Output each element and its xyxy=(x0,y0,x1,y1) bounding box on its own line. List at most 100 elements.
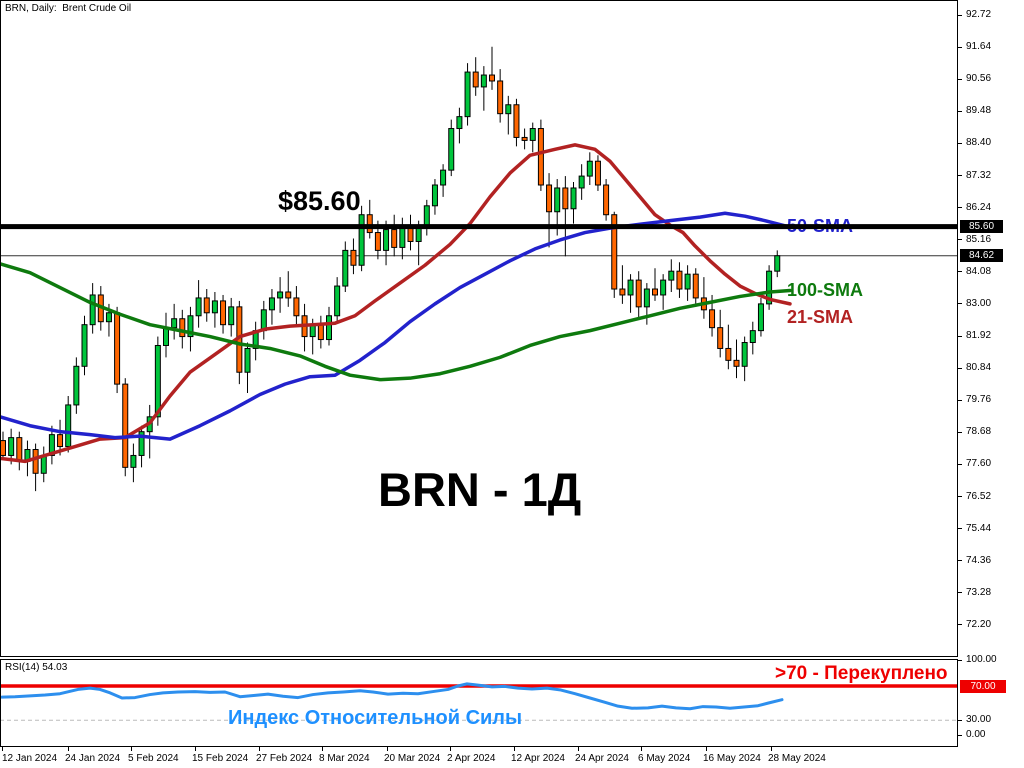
bull-candle xyxy=(480,74,487,88)
time-tick-mark xyxy=(68,747,69,751)
bull-candle xyxy=(423,205,430,228)
bear-candle xyxy=(391,229,398,248)
bull-candle xyxy=(358,214,365,266)
resistance-price-label: $85.60 xyxy=(278,186,361,216)
bull-candle xyxy=(8,437,15,456)
bear-candle xyxy=(350,249,357,266)
bear-candle xyxy=(603,184,610,216)
price-tick-label: 76.52 xyxy=(966,490,992,502)
bull-candle xyxy=(163,327,169,346)
bear-candle xyxy=(220,300,227,326)
price-tick-mark xyxy=(957,528,962,530)
price-tick-label: 89.48 xyxy=(966,105,992,117)
bull-candle xyxy=(228,306,235,326)
bull-candle xyxy=(268,297,275,311)
price-badge: 84.62 xyxy=(960,249,1003,263)
bull-candle xyxy=(668,270,675,281)
bull-candle xyxy=(757,303,764,332)
bull-candle xyxy=(774,255,781,272)
bear-candle xyxy=(489,74,495,82)
time-tick-mark xyxy=(322,747,323,751)
price-tick-mark xyxy=(957,560,962,562)
price-tick-mark xyxy=(957,399,962,401)
price-tick-mark xyxy=(957,78,962,80)
price-tick-label: 83.00 xyxy=(966,297,992,309)
time-tick-label: 28 May 2024 xyxy=(768,753,826,764)
bear-candle xyxy=(293,297,300,317)
price-tick-mark xyxy=(957,463,962,465)
price-tick-mark xyxy=(957,431,962,433)
bear-candle xyxy=(366,214,373,234)
time-tick-label: 6 May 2024 xyxy=(638,753,691,764)
moving-averages xyxy=(0,143,792,464)
bull-candle xyxy=(130,454,137,468)
price-tick-mark xyxy=(957,14,962,16)
price-tick-mark xyxy=(957,110,962,112)
rsi-tick-mark xyxy=(957,719,962,721)
time-tick-mark xyxy=(771,747,772,751)
bear-candle xyxy=(317,324,324,341)
bear-candle xyxy=(521,136,528,141)
bull-candle xyxy=(187,315,194,338)
bear-candle xyxy=(635,279,642,308)
bull-candle xyxy=(448,128,455,171)
sma21-label: 21-SMA xyxy=(787,307,854,327)
bull-candle xyxy=(529,128,536,141)
bear-candle xyxy=(32,449,39,474)
bear-candle xyxy=(594,160,601,186)
rsi-tick-mark xyxy=(957,734,962,736)
price-tick-label: 78.68 xyxy=(966,426,992,438)
bear-candle xyxy=(733,359,740,367)
bear-candle xyxy=(652,288,658,296)
bear-candle xyxy=(611,214,618,290)
bear-candle xyxy=(114,312,121,385)
price-tick-mark xyxy=(957,367,962,369)
price-tick-label: 74.36 xyxy=(966,554,992,566)
bull-candle xyxy=(171,318,178,329)
bull-candle xyxy=(89,294,96,326)
price-tick-label: 73.28 xyxy=(966,586,992,598)
sma100-line xyxy=(0,262,792,382)
time-tick-label: 12 Apr 2024 xyxy=(511,753,565,764)
bull-candle xyxy=(65,404,72,448)
bull-candle xyxy=(244,347,251,373)
price-badge: 85.60 xyxy=(960,220,1003,234)
rsi-indicator-chart[interactable] xyxy=(0,659,958,747)
bull-candle xyxy=(749,330,756,344)
bull-candle xyxy=(154,344,161,418)
time-tick-mark xyxy=(131,747,132,751)
time-tick-label: 12 Jan 2024 xyxy=(2,753,58,764)
bull-candle xyxy=(554,187,561,213)
bear-candle xyxy=(497,80,504,115)
bear-candle xyxy=(472,71,479,88)
main-price-chart[interactable]: 50-SMA xyxy=(0,0,958,657)
price-tick-label: 75.44 xyxy=(966,522,992,534)
bear-candle xyxy=(16,437,23,462)
symbol-timeframe-label: BRN - 1Д xyxy=(378,463,582,516)
bear-candle xyxy=(57,434,64,448)
bear-candle xyxy=(546,184,553,213)
rsi-tick-label: 30.00 xyxy=(966,714,992,726)
bear-candle xyxy=(676,270,683,290)
price-tick-label: 85.16 xyxy=(966,233,992,245)
price-tick-mark xyxy=(957,271,962,273)
rsi-overbought-badge: 70.00 xyxy=(960,679,1006,693)
bull-candle xyxy=(684,273,691,290)
price-tick-mark xyxy=(957,303,962,305)
time-tick-label: 27 Feb 2024 xyxy=(256,753,313,764)
bull-candle xyxy=(73,365,80,406)
time-tick-mark xyxy=(450,747,451,751)
bear-candle xyxy=(692,273,699,299)
price-tick-label: 90.56 xyxy=(966,73,992,85)
bull-candle xyxy=(464,71,471,118)
sma21-line xyxy=(0,143,792,464)
price-tick-label: 80.84 xyxy=(966,362,992,374)
rsi-tick-label: 100.00 xyxy=(966,654,997,666)
time-tick-mark xyxy=(259,747,260,751)
bear-candle xyxy=(285,291,292,299)
time-tick-label: 15 Feb 2024 xyxy=(192,753,249,764)
rsi-title-label: Индекс Относительной Силы xyxy=(228,707,523,729)
price-tick-mark xyxy=(957,592,962,594)
time-tick-mark xyxy=(578,747,579,751)
price-tick-mark xyxy=(957,142,962,144)
